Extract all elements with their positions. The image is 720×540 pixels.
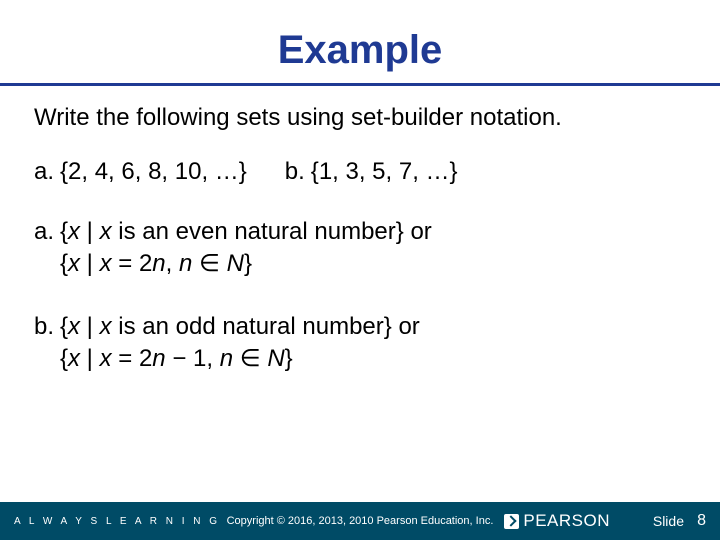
problem-b-label: b. (285, 158, 311, 186)
txt: | (80, 250, 100, 277)
var-n: n (179, 250, 192, 277)
txt: } (285, 345, 293, 372)
var-x: x (100, 250, 112, 277)
brand-icon (504, 514, 519, 529)
txt: − 1, (166, 345, 220, 372)
element-of-symbol: ∈ (192, 250, 226, 277)
var-x: x (68, 345, 80, 372)
var-n: n (152, 345, 165, 372)
brand-logo: PEARSON (504, 511, 610, 531)
slide-container: Example Write the following sets using s… (0, 0, 720, 540)
txt: | (80, 345, 100, 372)
txt: | (80, 218, 100, 245)
txt: | (80, 313, 100, 340)
answer-b-content: {x | x is an odd natural number} or{x | … (60, 311, 420, 376)
problem-a: a.{2, 4, 6, 8, 10, …} (34, 158, 247, 186)
answer-a: a.{x | x is an even natural number} or{x… (34, 216, 686, 281)
var-n: n (152, 250, 165, 277)
txt: = 2 (112, 250, 153, 277)
problem-a-set: {2, 4, 6, 8, 10, …} (60, 158, 247, 185)
txt: = 2 (112, 345, 153, 372)
txt: , (166, 250, 179, 277)
copyright-text: Copyright © 2016, 2013, 2010 Pearson Edu… (227, 515, 494, 527)
var-x: x (68, 250, 80, 277)
var-x: x (68, 218, 80, 245)
slide-label: Slide (653, 513, 684, 529)
slide-title: Example (278, 28, 443, 73)
var-x: x (100, 345, 112, 372)
answer-a-label: a. (34, 216, 60, 248)
slide-footer: A L W A Y S L E A R N I N G Copyright © … (0, 502, 720, 540)
slide-body: Write the following sets using set-build… (0, 86, 720, 502)
var-x: x (100, 218, 112, 245)
set-N: N (267, 345, 284, 372)
problem-b-set: {1, 3, 5, 7, …} (311, 158, 458, 185)
txt: is an even natural number} or (112, 218, 432, 245)
problem-b: b.{1, 3, 5, 7, …} (285, 158, 458, 186)
title-region: Example (0, 0, 720, 73)
element-of-symbol: ∈ (233, 345, 267, 372)
problems-row: a.{2, 4, 6, 8, 10, …} b.{1, 3, 5, 7, …} (34, 158, 686, 186)
answer-b-label: b. (34, 311, 60, 343)
problem-a-label: a. (34, 158, 60, 186)
brand-name: PEARSON (523, 511, 610, 531)
prompt-text: Write the following sets using set-build… (34, 104, 686, 132)
var-x: x (68, 313, 80, 340)
txt: { (60, 250, 68, 277)
answer-a-content: {x | x is an even natural number} or{x |… (60, 216, 432, 281)
var-n: n (220, 345, 233, 372)
txt: { (60, 218, 68, 245)
txt: { (60, 313, 68, 340)
txt: { (60, 345, 68, 372)
answer-b: b.{x | x is an odd natural number} or{x … (34, 311, 686, 376)
txt: } (244, 250, 252, 277)
slide-number: 8 (697, 512, 706, 530)
txt: is an odd natural number} or (112, 313, 420, 340)
var-x: x (100, 313, 112, 340)
always-learning-text: A L W A Y S L E A R N I N G (0, 516, 220, 527)
set-N: N (227, 250, 244, 277)
